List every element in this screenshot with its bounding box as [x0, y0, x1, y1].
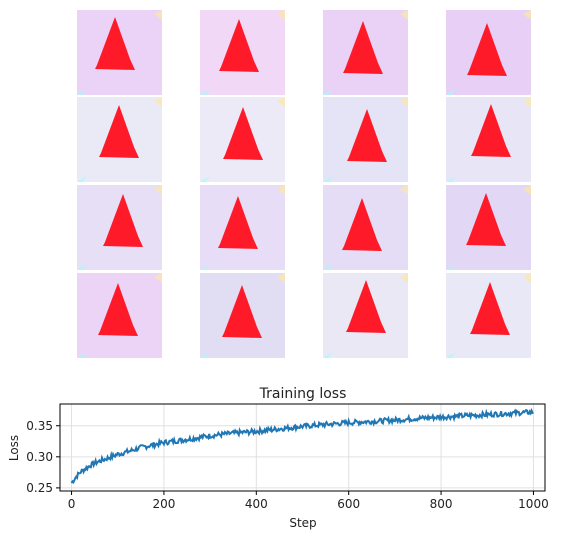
chart-ticks: 0 200 400 600 800 1000 0.25 0.30 0.35	[26, 419, 548, 511]
red-triangle-shape	[219, 19, 259, 72]
y-tick-label: 0.25	[26, 481, 53, 495]
sample-image	[200, 97, 285, 182]
loss-chart: Training loss Loss Step 0 200 400 600 800 100…	[7, 386, 549, 530]
sample-image	[446, 273, 531, 358]
x-tick-label: 0	[68, 497, 76, 511]
sample-image	[77, 97, 162, 182]
x-axis-label: Step	[289, 516, 316, 530]
red-triangle-shape	[342, 198, 382, 251]
red-triangle-shape	[222, 285, 262, 338]
sample-image	[200, 273, 285, 358]
sample-grid	[77, 10, 531, 358]
loss-series-line	[70, 407, 534, 484]
y-axis-label: Loss	[7, 435, 21, 461]
sample-image	[323, 185, 408, 270]
sample-image	[77, 10, 162, 95]
x-tick-label: 800	[430, 497, 453, 511]
red-triangle-shape	[218, 196, 258, 249]
y-tick-label: 0.30	[26, 450, 53, 464]
red-triangle-shape	[103, 194, 143, 247]
x-tick-label: 600	[337, 497, 360, 511]
sample-image	[200, 10, 285, 95]
sample-image	[446, 10, 531, 95]
red-triangle-shape	[347, 109, 387, 162]
red-triangle-shape	[471, 104, 511, 157]
x-tick-label: 400	[245, 497, 268, 511]
sample-image	[323, 273, 408, 358]
sample-image	[323, 97, 408, 182]
red-triangle-shape	[95, 17, 135, 70]
x-tick-label: 1000	[518, 497, 549, 511]
red-triangle-shape	[343, 21, 383, 74]
chart-grid	[60, 404, 545, 491]
sample-image	[77, 273, 162, 358]
red-triangle-shape	[470, 282, 510, 335]
sample-image	[77, 185, 162, 270]
red-triangle-shape	[98, 283, 138, 336]
red-triangle-shape	[223, 107, 263, 160]
red-triangle-shape	[99, 105, 139, 158]
red-triangle-shape	[466, 193, 506, 246]
red-triangle-shape	[346, 280, 386, 333]
chart-title: Training loss	[259, 386, 347, 402]
sample-image	[446, 185, 531, 270]
y-tick-label: 0.35	[26, 419, 53, 433]
red-triangle-shape	[467, 23, 507, 76]
sample-image	[200, 185, 285, 270]
x-tick-label: 200	[152, 497, 175, 511]
sample-image	[446, 97, 531, 182]
sample-image	[323, 10, 408, 95]
plot-frame	[59, 403, 546, 492]
